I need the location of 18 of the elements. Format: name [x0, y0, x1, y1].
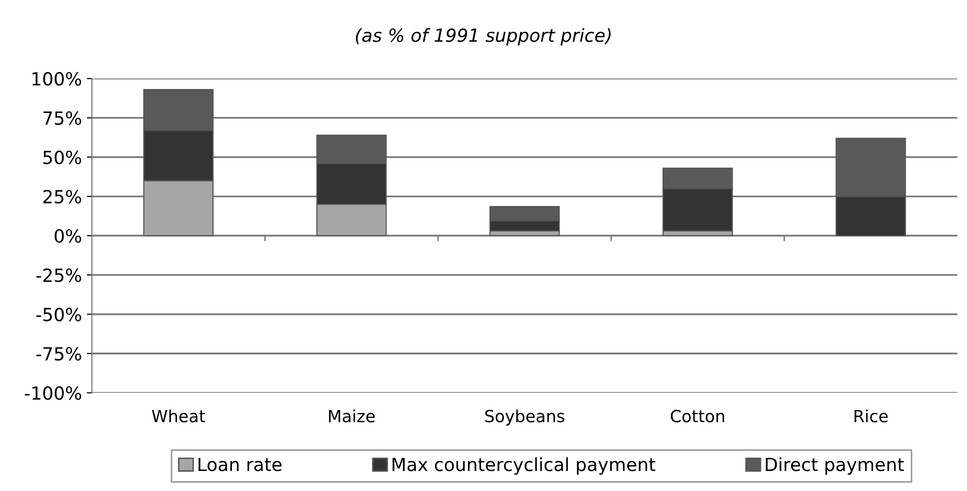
- legend-label: Loan rate: [198, 458, 282, 472]
- y-tick-label: -100%: [24, 386, 82, 400]
- y-tick-label: 100%: [32, 72, 82, 86]
- y-tick-label: -50%: [36, 308, 82, 322]
- y-tick-label: 75%: [43, 111, 82, 125]
- x-tick-label: Wheat: [152, 409, 206, 422]
- y-tick-label: 50%: [43, 150, 82, 164]
- x-tick-label: Cotton: [670, 410, 724, 422]
- chart-title: (as % of 1991 support price): [356, 28, 611, 46]
- x-tick-label: Maize: [329, 409, 375, 422]
- x-tick-label: Soybeans: [485, 409, 564, 426]
- y-tick-label: -75%: [36, 346, 82, 361]
- x-tick-label: Rice: [854, 409, 888, 422]
- y-tick-label: 0%: [54, 229, 82, 243]
- legend-label: Direct payment: [766, 457, 904, 475]
- y-tick-label: 25%: [43, 190, 82, 204]
- legend-label: Max countercyclical payment: [392, 457, 656, 475]
- y-tick-label: -25%: [36, 268, 82, 282]
